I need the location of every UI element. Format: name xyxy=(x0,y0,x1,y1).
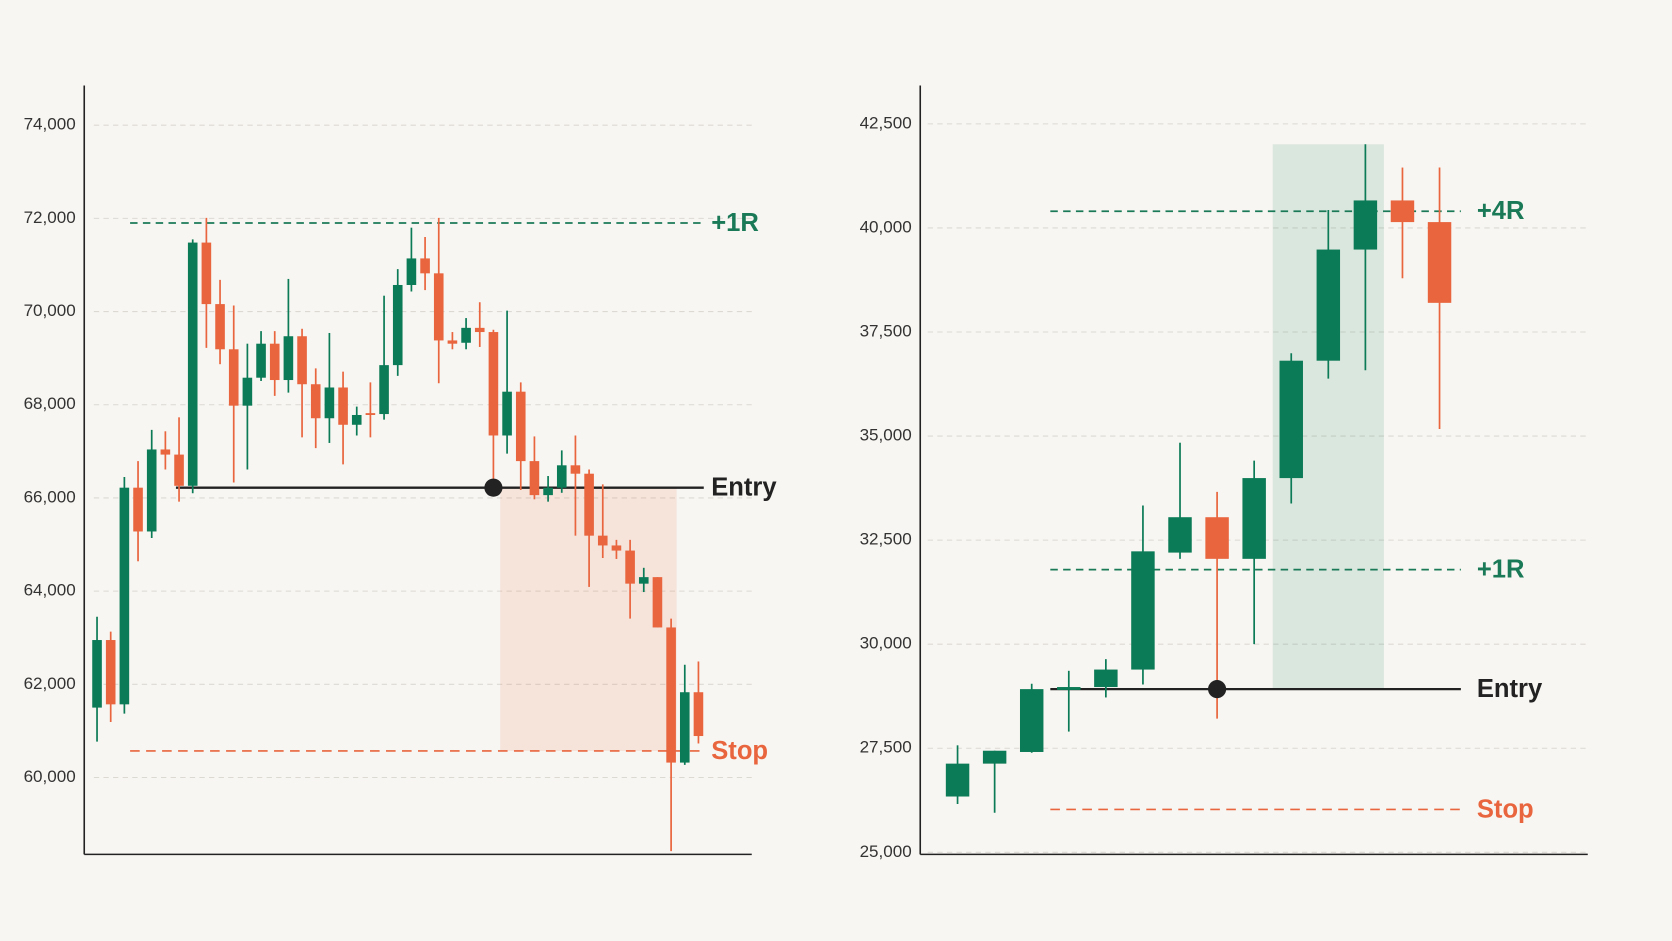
y-tick-label: 37,500 xyxy=(860,321,912,340)
y-tick-label: 64,000 xyxy=(24,581,76,600)
candle-body xyxy=(945,763,970,797)
candle-body xyxy=(1019,689,1044,752)
candle-body xyxy=(174,454,184,486)
level-label: Stop xyxy=(1477,795,1534,823)
candle-body xyxy=(652,577,663,628)
y-tick-label: 74,000 xyxy=(24,115,76,134)
candle-body xyxy=(638,577,649,584)
candle-body xyxy=(201,242,212,305)
entry-marker xyxy=(484,478,503,497)
candle-body xyxy=(474,327,485,333)
y-tick-label: 42,500 xyxy=(860,113,912,132)
candle-body xyxy=(269,343,280,381)
candle-body xyxy=(611,545,622,551)
candle-body xyxy=(1279,360,1303,479)
y-tick-label: 70,000 xyxy=(24,301,76,320)
candle-body xyxy=(297,336,307,385)
candle-body xyxy=(543,487,553,496)
candle-body xyxy=(1094,669,1118,688)
candle-body xyxy=(406,258,417,285)
candle-body xyxy=(1353,200,1378,250)
candle-body xyxy=(1427,222,1452,303)
candle-body xyxy=(693,692,704,737)
y-tick-label: 62,000 xyxy=(24,674,76,693)
y-tick-label: 30,000 xyxy=(860,634,912,653)
candle-body xyxy=(338,387,348,425)
candle-body xyxy=(461,327,471,343)
candle-body xyxy=(379,365,389,415)
level-label: +1R xyxy=(711,209,759,237)
candle-body xyxy=(324,387,335,419)
y-tick-label: 66,000 xyxy=(24,487,76,506)
y-tick-label: 32,500 xyxy=(860,530,912,549)
candle-body xyxy=(502,391,512,436)
candle-body xyxy=(105,640,116,705)
y-tick-label: 40,000 xyxy=(860,217,912,236)
candle-body xyxy=(133,487,143,532)
candle-body xyxy=(392,284,403,366)
candle-body xyxy=(1168,517,1192,553)
candle-body xyxy=(119,487,130,705)
candle-body xyxy=(187,242,198,486)
y-tick-label: 25,000 xyxy=(860,842,912,861)
y-tick-label: 68,000 xyxy=(24,394,76,413)
candle-body xyxy=(215,304,225,350)
candle-body xyxy=(570,465,581,474)
level-label: Stop xyxy=(711,737,768,765)
y-tick-label: 60,000 xyxy=(24,767,76,786)
candle-body xyxy=(146,449,157,532)
candle-body xyxy=(556,465,567,488)
candle-body xyxy=(283,336,294,381)
level-label: +1R xyxy=(1477,555,1525,583)
candle-body xyxy=(228,349,239,406)
candle-body xyxy=(256,343,266,378)
y-tick-label: 72,000 xyxy=(24,208,76,227)
candle-body xyxy=(488,332,499,436)
candle-body xyxy=(1390,200,1415,223)
candle-body xyxy=(625,550,635,584)
y-tick-label: 35,000 xyxy=(860,426,912,445)
candle-body xyxy=(1205,517,1229,559)
candle-body xyxy=(1242,478,1266,559)
level-label: +4R xyxy=(1477,197,1525,225)
candle-body xyxy=(515,391,526,462)
candle-body xyxy=(529,461,540,496)
level-label: Entry xyxy=(711,474,777,502)
entry-marker xyxy=(1208,680,1227,699)
candle-body xyxy=(351,414,362,425)
candle-body xyxy=(597,535,608,546)
level-label: Entry xyxy=(1477,675,1543,703)
candle-body xyxy=(1316,249,1341,361)
candle-body xyxy=(447,340,458,344)
y-tick-label: 27,500 xyxy=(860,738,912,757)
candle-body xyxy=(666,627,676,763)
candle-body xyxy=(584,473,594,536)
candle-body xyxy=(982,750,1007,764)
candle-body xyxy=(1057,687,1081,690)
candle-body xyxy=(242,377,253,406)
candle-body xyxy=(1131,551,1155,670)
candle-body xyxy=(310,384,321,419)
candle-body xyxy=(433,273,444,341)
candle-body xyxy=(679,692,690,763)
candle-body xyxy=(365,413,376,415)
candle-body xyxy=(160,449,171,455)
candle-body xyxy=(92,640,102,708)
candle-body xyxy=(420,258,430,274)
